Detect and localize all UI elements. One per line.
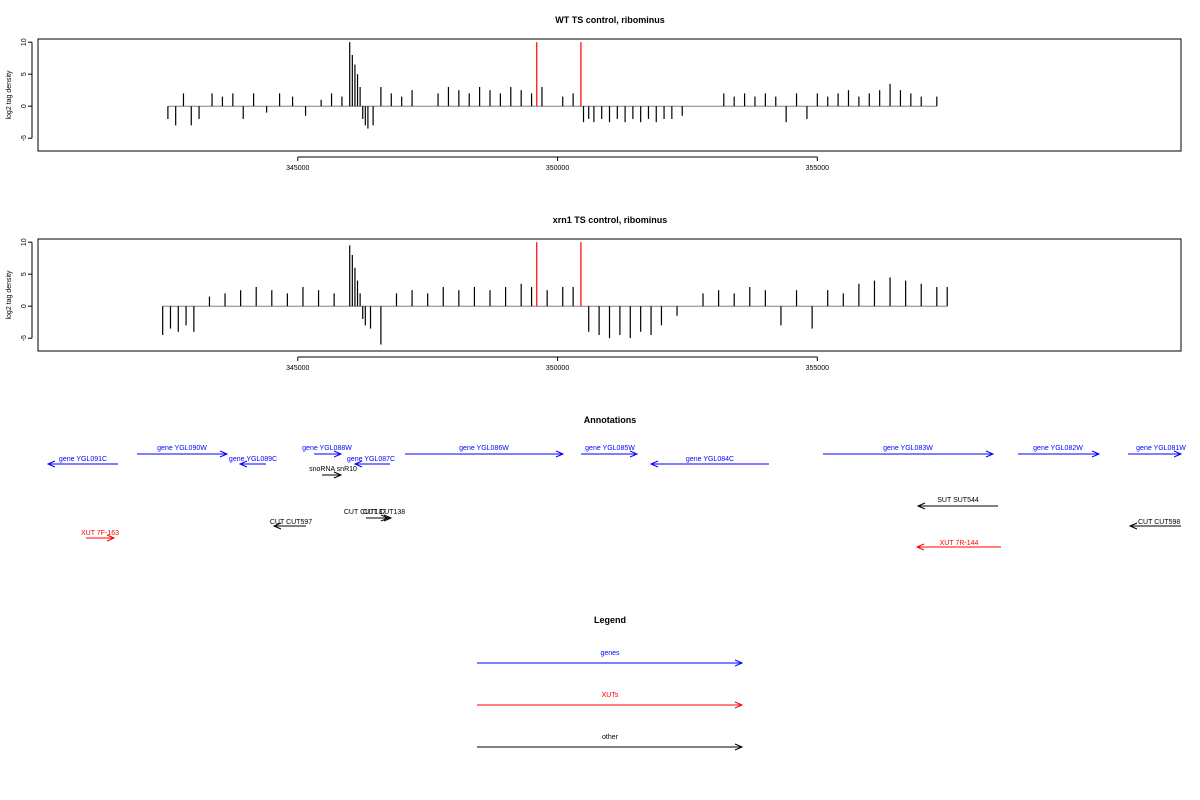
gene-arrow <box>581 450 639 458</box>
legend-label: other <box>602 734 619 741</box>
gene-label: gene YGL086W <box>459 445 509 452</box>
other-label: snoRNA snR10 <box>309 466 357 473</box>
annotations-title: Annotations <box>584 415 637 425</box>
wt-y-axis: -5 0 5 10 <box>21 38 33 141</box>
wt-x-tick-label: 350000 <box>546 165 569 172</box>
gene-arrow <box>823 450 995 458</box>
xrn1-y-tick-label: -5 <box>21 335 28 341</box>
gene-arrow <box>405 450 565 458</box>
gene-label: gene YGL089C <box>229 456 277 463</box>
gene-label: gene YGL083W <box>883 445 933 452</box>
xut-label: XUT 7F-163 <box>81 530 119 537</box>
gene-arrow <box>649 460 769 468</box>
xrn1-x-tick-label: 350000 <box>546 365 569 372</box>
wt-ylabel: log2 tag density <box>6 70 13 120</box>
other-label: SUT SUT544 <box>937 497 979 504</box>
xrn1-y-tick-label: 5 <box>21 272 28 276</box>
other-label: CUT CUT598 <box>1138 519 1180 526</box>
gene-arrow <box>46 460 118 468</box>
xrn1-x-axis: 345000 350000 355000 <box>286 356 829 372</box>
gene-arrow <box>353 460 390 468</box>
wt-y-tick-label: 0 <box>21 104 28 108</box>
gene-label: gene YGL085W <box>585 445 635 452</box>
gene-arrow <box>1128 450 1183 458</box>
gene-label: gene YGL084C <box>686 456 734 463</box>
xut-arrow <box>86 534 116 542</box>
gene-label: gene YGL090W <box>157 445 207 452</box>
legend-label: genes <box>600 650 620 657</box>
other-arrow <box>916 502 998 510</box>
xrn1-y-axis: -5 0 5 10 <box>21 238 33 341</box>
gene-label: gene YGL087C <box>347 456 395 463</box>
other-label: CUT CUT137 <box>344 509 386 516</box>
gene-arrow <box>1018 450 1101 458</box>
other-arrow <box>1128 522 1181 530</box>
legend-title: Legend <box>594 615 626 625</box>
wt-x-tick-label: 355000 <box>806 165 829 172</box>
wt-x-tick-label: 345000 <box>286 165 309 172</box>
gene-arrow <box>137 450 229 458</box>
other-arrow <box>322 471 343 479</box>
gene-label: gene YGL082W <box>1033 445 1083 452</box>
gene-arrow <box>238 460 266 468</box>
xrn1-y-tick-label: 10 <box>21 238 28 246</box>
other-arrow <box>272 522 306 530</box>
xrn1-x-tick-label: 345000 <box>286 365 309 372</box>
wt-y-tick-label: -5 <box>21 135 28 141</box>
gene-label: gene YGL088W <box>302 445 352 452</box>
wt-y-tick-label: 10 <box>21 38 28 46</box>
xrn1-ylabel: log2 tag density <box>6 270 13 320</box>
xut-arrow <box>915 543 1001 551</box>
other-label: CUT CUT138 <box>363 509 405 516</box>
legend-items: genes XUTs other <box>477 650 744 751</box>
xrn1-bars <box>162 242 948 345</box>
legend-label: XUTs <box>602 692 619 699</box>
xrn1-plot-frame <box>37 238 1182 352</box>
xrn1-y-tick-label: 0 <box>21 304 28 308</box>
wt-plot-frame <box>37 38 1182 152</box>
legend-panel: Legend genes XUTs other <box>477 615 744 751</box>
legend-arrow <box>477 701 744 709</box>
gene-arrow <box>314 450 343 458</box>
xrn1-track-panel: xrn1 TS control, ribominus log2 tag dens… <box>6 215 1182 372</box>
wt-y-tick-label: 5 <box>21 72 28 76</box>
xrn1-track-title: xrn1 TS control, ribominus <box>553 215 668 225</box>
wt-track-panel: WT TS control, ribominus log2 tag densit… <box>6 15 1182 172</box>
legend-arrow <box>477 659 744 667</box>
xrn1-x-tick-label: 355000 <box>806 365 829 372</box>
annotation-features: gene YGL091C gene YGL090W gene YGL089C gene… <box>46 445 1186 551</box>
wt-bars <box>167 42 938 129</box>
wt-x-axis: 345000 350000 355000 <box>286 156 829 172</box>
wt-track-title: WT TS control, ribominus <box>555 15 665 25</box>
other-label: CUT CUT597 <box>270 519 312 526</box>
legend-arrow <box>477 743 744 751</box>
xut-label: XUT 7R-144 <box>940 540 979 547</box>
other-arrow <box>378 514 393 522</box>
gene-label: gene YGL091C <box>59 456 107 463</box>
gene-label: gene YGL081W <box>1136 445 1186 452</box>
